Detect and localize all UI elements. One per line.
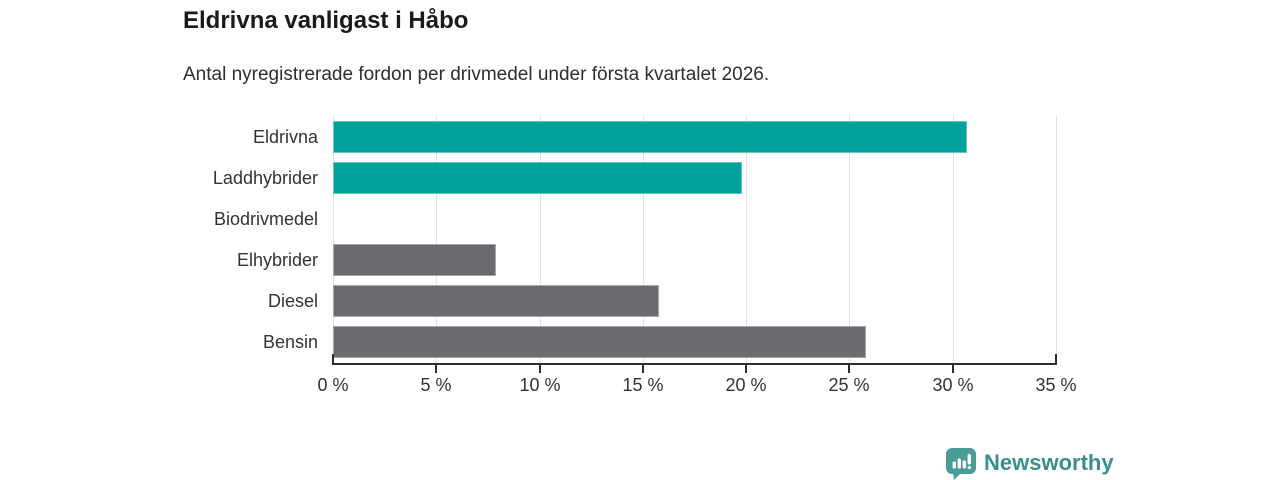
x-gridline	[540, 115, 541, 363]
x-gridline	[333, 115, 334, 363]
bar-bensin	[333, 326, 866, 358]
page-title: Eldrivna vanligast i Håbo	[183, 7, 469, 34]
x-tick-label: 0 %	[317, 375, 349, 395]
x-gridline	[1056, 115, 1057, 363]
x-tick-label: 25 %	[828, 375, 870, 395]
x-axis-line	[332, 363, 1057, 365]
x-tick-label: 35 %	[1035, 375, 1077, 395]
x-tick-label: 30 %	[932, 375, 974, 395]
newsworthy-logo-text: Newsworthy	[984, 450, 1114, 475]
category-label: Biodrivmedel	[213, 209, 318, 229]
x-gridline	[436, 115, 437, 363]
x-axis-tick	[435, 365, 437, 373]
bar-elhybrider	[333, 244, 496, 276]
page-subtitle: Antal nyregistrerade fordon per drivmede…	[183, 64, 770, 85]
x-axis-tick	[848, 365, 850, 373]
newsworthy-logo[interactable]: Newsworthy	[944, 446, 1114, 480]
x-axis-endcap	[1055, 354, 1057, 363]
newsworthy-chart-bubble-icon	[946, 448, 976, 480]
x-axis-tick	[642, 365, 644, 373]
x-gridline	[849, 115, 850, 363]
x-tick-label: 15 %	[622, 375, 664, 395]
x-tick-label: 20 %	[725, 375, 767, 395]
x-axis-tick	[539, 365, 541, 373]
category-label: Bensin	[262, 332, 318, 352]
category-label: Laddhybrider	[212, 168, 318, 188]
bar-laddhybrider	[333, 162, 742, 194]
x-tick-label: 5 %	[420, 375, 452, 395]
category-label: Eldrivna	[252, 127, 318, 147]
bar-eldrivna	[333, 121, 967, 153]
x-tick-label: 10 %	[519, 375, 561, 395]
x-gridline	[643, 115, 644, 363]
category-label: Diesel	[267, 291, 318, 311]
x-axis-tick	[745, 365, 747, 373]
x-axis-endcap	[332, 354, 334, 363]
bar-diesel	[333, 285, 659, 317]
category-label: Elhybrider	[236, 250, 318, 270]
x-axis-tick	[952, 365, 954, 373]
x-gridline	[953, 115, 954, 363]
x-gridline	[746, 115, 747, 363]
